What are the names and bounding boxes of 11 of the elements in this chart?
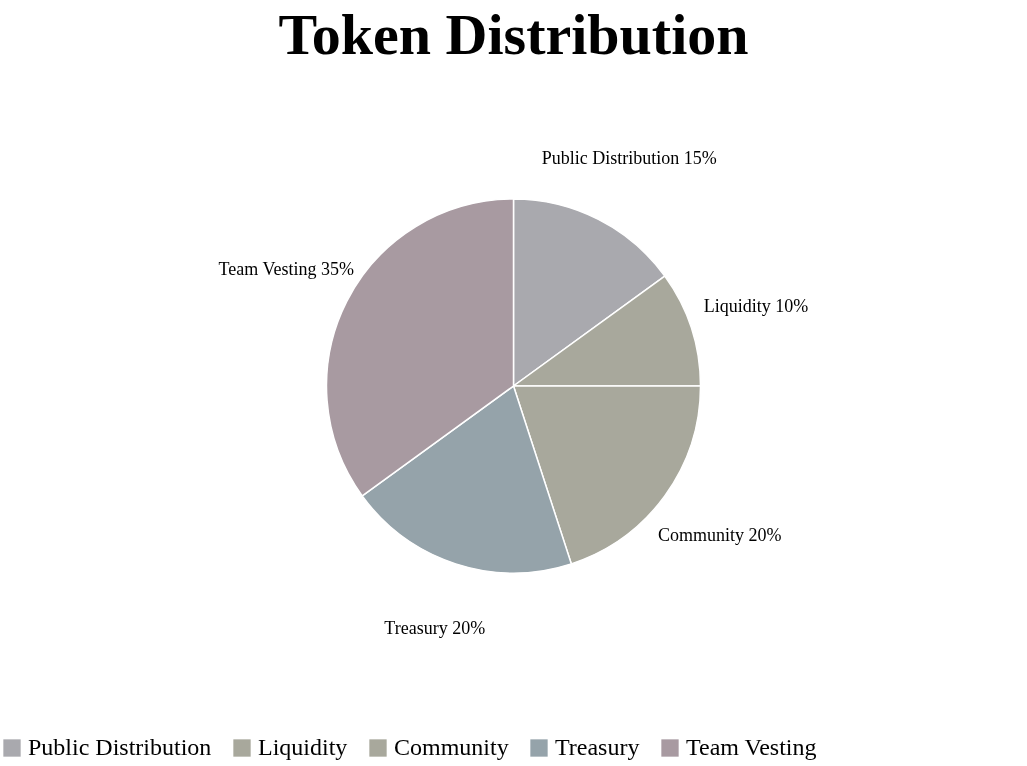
data-label: Liquidity 10%	[703, 296, 809, 317]
data-label: Team Vesting 35%	[218, 259, 354, 280]
legend-label: Liquidity	[258, 734, 348, 760]
data-label: Treasury 20%	[384, 617, 486, 638]
legend-label: Team Vesting	[686, 734, 817, 760]
chart-title: Token Distribution	[278, 2, 749, 67]
data-label: Public Distribution 15%	[541, 147, 717, 168]
legend-label: Community	[394, 734, 509, 760]
data-label: Community 20%	[658, 524, 782, 545]
legend-label: Public Distribution	[28, 734, 212, 760]
legend-label: Treasury	[555, 734, 640, 760]
